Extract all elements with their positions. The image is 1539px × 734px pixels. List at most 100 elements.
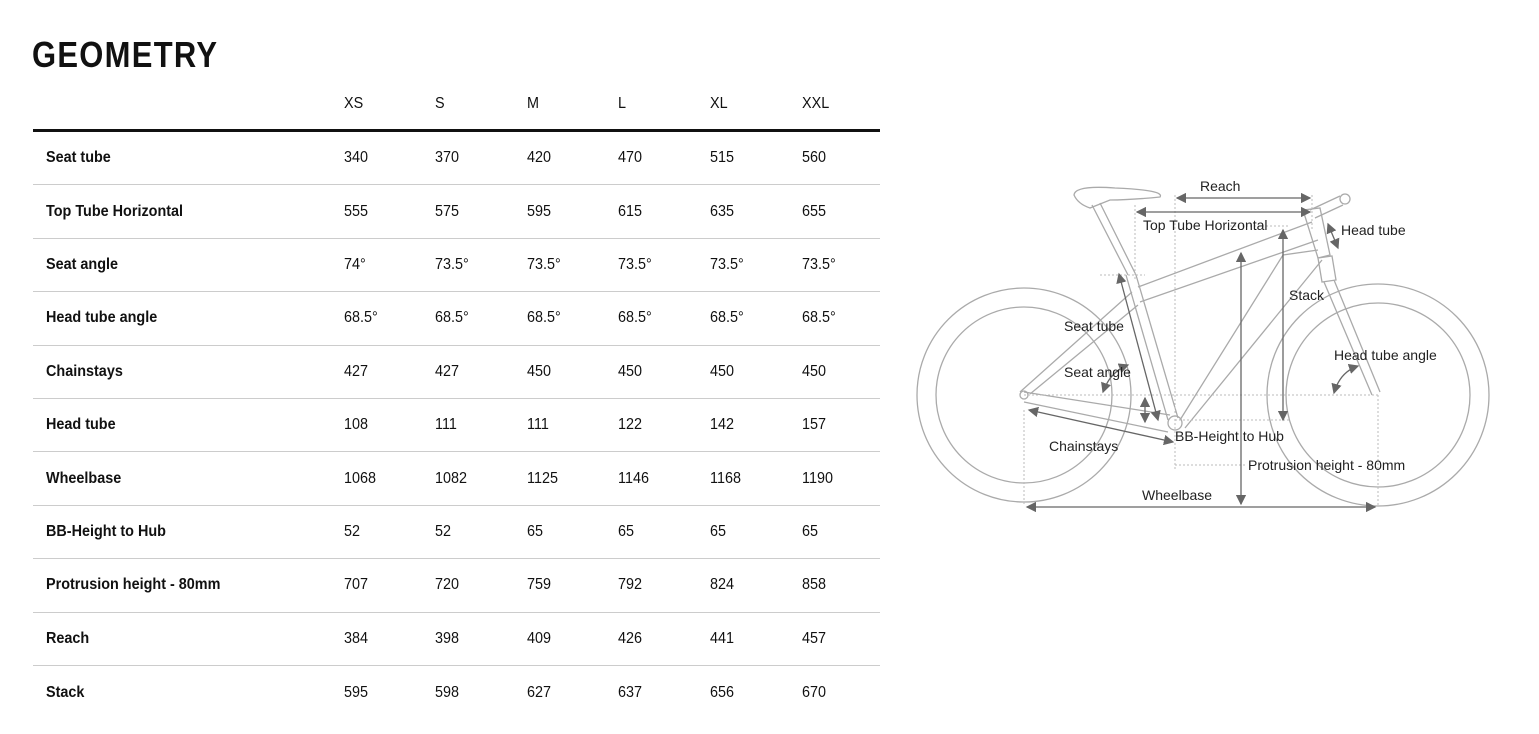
row-value: 340 <box>344 149 369 167</box>
row-value: 142 <box>710 416 735 434</box>
row-value: 450 <box>618 362 643 380</box>
row-value: 68.5° <box>802 309 836 327</box>
row-value: 555 <box>344 202 369 220</box>
row-value: 68.5° <box>344 309 378 327</box>
row-value: 598 <box>435 683 460 701</box>
label-stack: Stack <box>1289 287 1325 303</box>
table-row: Head tube 108 111 111 122 142 157 <box>33 399 880 453</box>
size-header-xxl: XXL <box>802 95 830 112</box>
row-value: 73.5° <box>618 255 652 273</box>
row-value: 670 <box>802 683 827 701</box>
row-value: 157 <box>802 416 827 434</box>
row-label: Reach <box>46 629 90 647</box>
size-header-xs: XS <box>344 95 364 112</box>
row-value: 656 <box>710 683 735 701</box>
size-header-s: S <box>435 95 445 112</box>
row-value: 384 <box>344 629 369 647</box>
label-protrusion: Protrusion height - 80mm <box>1248 457 1405 473</box>
seat-angle-arrow <box>1101 363 1130 394</box>
row-value: 427 <box>344 362 369 380</box>
row-label: Protrusion height - 80mm <box>46 576 221 594</box>
row-value: 73.5° <box>435 255 469 273</box>
row-value: 1125 <box>527 469 558 487</box>
table-row: Head tube angle 68.5° 68.5° 68.5° 68.5° 68.5°… <box>33 292 880 346</box>
table-row: Protrusion height - 80mm 707 720 759 792 824 8… <box>33 559 880 613</box>
row-value: 68.5° <box>710 309 744 327</box>
table-row: Seat tube 340 370 420 470 515 560 <box>33 132 880 186</box>
row-value: 450 <box>710 362 735 380</box>
row-label: Wheelbase <box>46 469 122 487</box>
row-value: 595 <box>344 683 369 701</box>
row-label: Head tube <box>46 416 116 434</box>
row-value: 858 <box>802 576 827 594</box>
size-header-l: L <box>618 95 627 112</box>
row-value: 824 <box>710 576 735 594</box>
row-value: 759 <box>527 576 552 594</box>
row-value: 108 <box>344 416 369 434</box>
row-value: 515 <box>710 149 735 167</box>
row-value: 595 <box>527 202 552 220</box>
stem <box>1309 195 1344 219</box>
row-value: 427 <box>435 362 460 380</box>
row-value: 627 <box>527 683 552 701</box>
row-value: 1146 <box>618 469 649 487</box>
row-label: Seat tube <box>46 149 111 167</box>
chainstay <box>1023 391 1171 433</box>
head-tube-angle-arrow <box>1331 363 1360 395</box>
table-header: XS S M L XL XXL <box>33 80 880 132</box>
row-value: 1082 <box>435 469 468 487</box>
label-chainstays: Chainstays <box>1049 438 1118 454</box>
table-row: Seat angle 74° 73.5° 73.5° 73.5° 73.5° 73.5° <box>33 239 880 293</box>
seat-tube-arrow <box>1116 272 1161 422</box>
row-value: 457 <box>802 629 827 647</box>
label-seat-tube: Seat tube <box>1064 318 1124 334</box>
page-title: GEOMETRY <box>32 34 219 75</box>
size-header-m: M <box>527 95 539 112</box>
table-row: Chainstays 427 427 450 450 450 450 <box>33 346 880 399</box>
row-label: Seat angle <box>46 255 119 273</box>
front-wheel <box>1266 283 1490 507</box>
row-value: 65 <box>802 522 819 540</box>
label-top-tube: Top Tube Horizontal <box>1143 217 1268 233</box>
row-value: 560 <box>802 149 827 167</box>
handlebar <box>1339 193 1351 205</box>
seatpost <box>1091 202 1137 276</box>
row-value: 52 <box>344 522 361 540</box>
label-reach: Reach <box>1200 178 1240 194</box>
row-value: 575 <box>435 202 460 220</box>
fork <box>1317 255 1381 396</box>
row-value: 655 <box>802 202 827 220</box>
down-tube <box>1179 249 1323 429</box>
row-value: 615 <box>618 202 643 220</box>
row-value: 65 <box>618 522 635 540</box>
row-value: 450 <box>802 362 827 380</box>
row-value: 73.5° <box>802 255 836 273</box>
reference-lines <box>1023 195 1380 505</box>
label-head-tube-angle: Head tube angle <box>1334 347 1437 363</box>
label-head-tube: Head tube <box>1341 222 1406 238</box>
row-value: 73.5° <box>710 255 744 273</box>
row-label: Stack <box>46 683 85 701</box>
table-row: Reach 384 398 409 426 441 457 <box>33 613 880 666</box>
diagram-labels: Reach Top Tube Horizontal Head tube Stac… <box>1049 178 1437 503</box>
row-label: Chainstays <box>46 362 123 380</box>
dimension-arrows <box>1025 192 1377 513</box>
row-value: 409 <box>527 629 552 647</box>
label-seat-angle: Seat angle <box>1064 364 1131 380</box>
row-label: BB-Height to Hub <box>46 522 166 540</box>
row-value: 73.5° <box>527 255 561 273</box>
row-label: Top Tube Horizontal <box>46 202 184 220</box>
row-value: 426 <box>618 629 643 647</box>
row-value: 111 <box>435 416 457 434</box>
label-wheelbase: Wheelbase <box>1142 487 1212 503</box>
row-value: 52 <box>435 522 452 540</box>
geometry-table: XS S M L XL XXL Seat tube 340 370 420 470 515 560 To… <box>33 80 880 719</box>
head-tube-arrow <box>1326 222 1340 250</box>
size-header-xl: XL <box>710 95 728 112</box>
table-row: Wheelbase 1068 1082 1125 1146 1168 1190 <box>33 452 880 506</box>
row-value: 1168 <box>710 469 741 487</box>
row-value: 68.5° <box>618 309 652 327</box>
chainstays-arrow <box>1027 406 1175 446</box>
row-value: 707 <box>344 576 369 594</box>
